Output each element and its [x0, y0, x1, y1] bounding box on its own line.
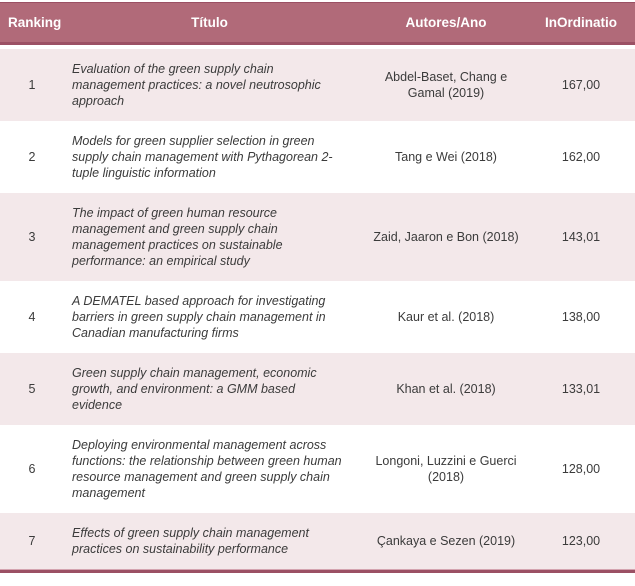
header-cell-autores: Autores/Ano [405, 14, 487, 30]
cell-inordinatio: 167,00 [561, 78, 601, 92]
header-cell-ranking: Ranking [8, 15, 62, 30]
cell-titulo: Deploying environmental management acros… [72, 438, 342, 500]
cell-autores: Longoni, Luzzini e Guerci (2018) [375, 454, 517, 484]
cell-autores: Kaur et al. (2018) [397, 310, 495, 324]
cell-ranking: 4 [28, 310, 36, 324]
cell-inordinatio: 138,00 [561, 310, 601, 324]
cell-autores: Tang e Wei (2018) [395, 150, 497, 164]
cell-ranking: 1 [28, 78, 36, 92]
table-row: 5 Green supply chain management, economi… [0, 353, 635, 425]
cell-inordinatio: 143,01 [561, 230, 601, 244]
cell-titulo: Green supply chain management, economic … [72, 366, 317, 412]
cell-titulo: Evaluation of the green supply chain man… [72, 62, 321, 108]
cell-autores: Zaid, Jaaron e Bon (2018) [373, 230, 519, 244]
cell-autores: Khan et al. (2018) [396, 382, 496, 396]
cell-ranking: 3 [28, 230, 36, 244]
cell-ranking: 6 [28, 462, 36, 476]
cell-inordinatio: 123,00 [561, 534, 601, 548]
cell-titulo: Models for green supplier selection in g… [72, 134, 333, 180]
ranking-table: Ranking Título Autores/Ano InOrdinatio 1… [0, 2, 635, 573]
table-row: 7 Effects of green supply chain manageme… [0, 513, 635, 569]
table-row: 3 The impact of green human resource man… [0, 193, 635, 281]
cell-titulo: The impact of green human resource manag… [72, 206, 283, 268]
header-cell-inordinatio: InOrdinatio [545, 15, 617, 30]
cell-ranking: 5 [28, 382, 36, 396]
table-row: 4 A DEMATEL based approach for investiga… [0, 281, 635, 353]
cell-titulo: Effects of green supply chain management… [72, 526, 309, 556]
cell-titulo: A DEMATEL based approach for investigati… [72, 294, 326, 340]
cell-autores: Çankaya e Sezen (2019) [376, 534, 516, 548]
cell-autores: Abdel-Baset, Chang e Gamal (2019) [384, 70, 508, 100]
table-row: 1 Evaluation of the green supply chain m… [0, 49, 635, 121]
table-row: 6 Deploying environmental management acr… [0, 425, 635, 513]
cell-ranking: 2 [28, 150, 36, 164]
cell-inordinatio: 133,01 [561, 382, 601, 396]
table-bottom-rule [0, 569, 635, 573]
table-body: 1 Evaluation of the green supply chain m… [0, 49, 635, 569]
table-header-row: Ranking Título Autores/Ano InOrdinatio [0, 2, 635, 45]
cell-ranking: 7 [28, 534, 36, 548]
header-cell-titulo: Título [191, 14, 228, 30]
cell-inordinatio: 128,00 [561, 462, 601, 476]
cell-inordinatio: 162,00 [561, 150, 601, 164]
table-row: 2 Models for green supplier selection in… [0, 121, 635, 193]
